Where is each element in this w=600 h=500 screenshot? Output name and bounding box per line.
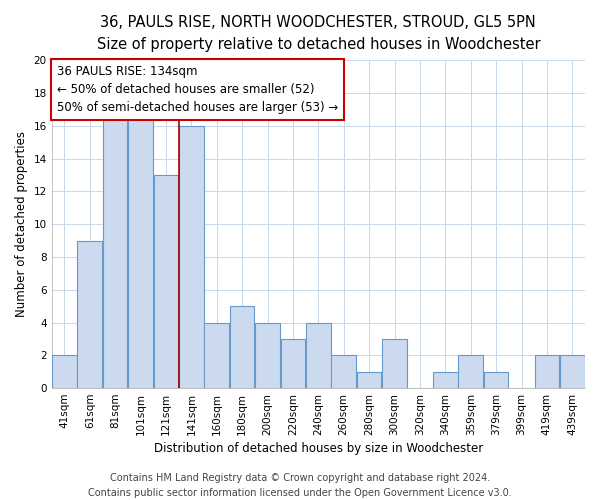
Bar	[255, 322, 280, 388]
Bar	[357, 372, 382, 388]
Bar	[535, 356, 559, 388]
Bar	[77, 240, 102, 388]
Bar	[382, 339, 407, 388]
Bar	[52, 356, 77, 388]
Y-axis label: Number of detached properties: Number of detached properties	[15, 131, 28, 317]
Bar	[179, 126, 203, 388]
Bar	[103, 110, 127, 388]
Text: Contains HM Land Registry data © Crown copyright and database right 2024.
Contai: Contains HM Land Registry data © Crown c…	[88, 472, 512, 498]
Bar	[331, 356, 356, 388]
Bar	[128, 110, 153, 388]
Bar	[484, 372, 508, 388]
Bar	[205, 322, 229, 388]
Bar	[230, 306, 254, 388]
X-axis label: Distribution of detached houses by size in Woodchester: Distribution of detached houses by size …	[154, 442, 483, 455]
Bar	[281, 339, 305, 388]
Bar	[154, 175, 178, 388]
Bar	[458, 356, 483, 388]
Bar	[433, 372, 458, 388]
Text: 36 PAULS RISE: 134sqm
← 50% of detached houses are smaller (52)
50% of semi-deta: 36 PAULS RISE: 134sqm ← 50% of detached …	[57, 65, 338, 114]
Bar	[560, 356, 584, 388]
Bar	[306, 322, 331, 388]
Title: 36, PAULS RISE, NORTH WOODCHESTER, STROUD, GL5 5PN
Size of property relative to : 36, PAULS RISE, NORTH WOODCHESTER, STROU…	[97, 15, 540, 52]
